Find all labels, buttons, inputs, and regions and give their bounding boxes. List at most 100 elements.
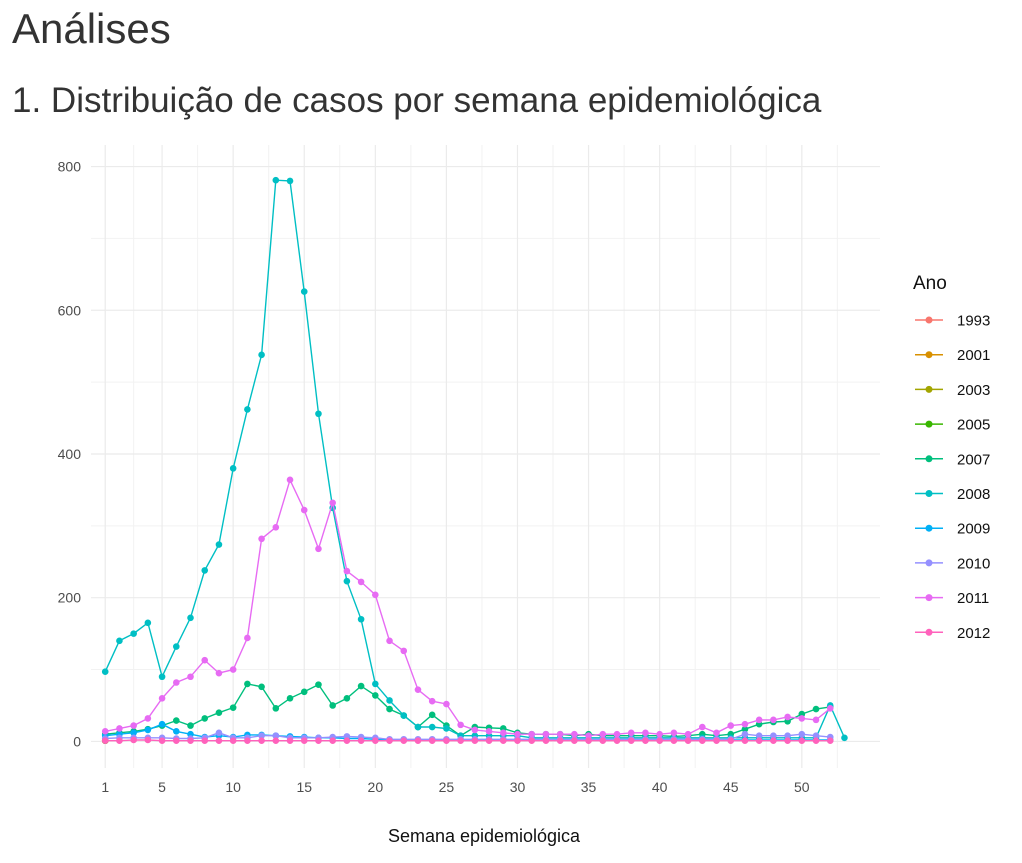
data-point-2007 (329, 702, 336, 709)
data-point-2012 (258, 737, 265, 744)
series-line-2011 (105, 477, 831, 737)
data-point-2008 (215, 541, 223, 548)
data-point-2007 (343, 694, 351, 702)
data-point-2011 (571, 730, 578, 738)
legend-label: 2008 (957, 486, 990, 503)
data-point-2011 (755, 716, 763, 724)
data-point-2011 (201, 656, 209, 664)
data-point-2011 (556, 730, 564, 738)
data-point-2011 (698, 723, 706, 731)
data-point-2011 (528, 730, 536, 738)
data-point-2010 (272, 732, 280, 739)
data-point-2011 (798, 715, 806, 722)
data-point-2012 (627, 737, 635, 744)
series-2008 (101, 176, 848, 742)
x-tick-label: 20 (368, 779, 384, 795)
data-point-2011 (130, 722, 137, 729)
data-point-2011 (329, 499, 336, 507)
data-point-2008 (158, 673, 166, 681)
data-point-2008 (315, 410, 322, 418)
y-tick-label: 600 (58, 302, 82, 318)
data-point-2007 (172, 717, 180, 724)
data-point-2008 (372, 680, 379, 688)
data-point-2012 (471, 737, 479, 744)
data-point-2012 (144, 736, 152, 744)
data-point-2011 (215, 669, 223, 677)
data-point-2011 (428, 697, 436, 705)
data-point-2012 (599, 737, 607, 744)
data-point-2010 (812, 732, 820, 739)
data-point-2012 (514, 737, 521, 744)
data-point-2012 (727, 737, 735, 744)
section-title: 1. Distribuição de casos por semana epid… (12, 81, 822, 120)
data-point-2011 (116, 725, 123, 732)
legend-label: 2001 (957, 347, 990, 364)
series-2011 (101, 476, 834, 739)
series-2012 (101, 736, 834, 744)
data-point-2011 (656, 730, 663, 738)
y-tick-label: 400 (58, 446, 82, 462)
series-line-2012 (105, 739, 831, 742)
legend-key-point (925, 316, 933, 324)
data-point-2007 (300, 688, 308, 696)
x-tick-label: 5 (158, 779, 166, 795)
data-point-2012 (670, 737, 678, 744)
data-point-2012 (656, 737, 663, 744)
legend-key-point (925, 351, 933, 359)
legend-item-2003: 2003 (915, 382, 990, 399)
data-point-2007 (372, 692, 379, 699)
legend-label: 2007 (957, 451, 990, 468)
data-point-2012 (215, 737, 223, 744)
legend: Ano 1993 2001 2003 2005 2007 2008 2009 2010 2011… (913, 273, 990, 642)
data-point-2012 (400, 737, 408, 744)
legend-label: 2005 (957, 417, 990, 434)
data-point-2012 (826, 737, 834, 744)
data-point-2012 (713, 737, 720, 744)
data-point-2012 (698, 737, 706, 744)
data-point-2012 (485, 737, 493, 744)
x-tick-label: 10 (225, 779, 241, 795)
data-point-2011 (286, 476, 294, 484)
data-point-2012 (784, 737, 791, 744)
data-point-2007 (272, 705, 280, 712)
data-point-2007 (229, 704, 237, 711)
x-tick-label: 45 (723, 779, 739, 795)
data-point-2011 (741, 720, 749, 728)
data-point-2007 (357, 682, 365, 690)
legend-item-2009: 2009 (915, 521, 990, 538)
data-point-2007 (187, 722, 194, 729)
x-tick-label: 50 (794, 779, 810, 795)
data-point-2012 (812, 737, 820, 744)
data-point-2007 (741, 725, 749, 733)
data-point-2008 (343, 577, 351, 585)
data-point-2012 (244, 737, 251, 744)
data-point-2011 (144, 715, 152, 722)
data-point-2008 (400, 712, 408, 719)
data-point-2011 (400, 647, 408, 655)
data-point-2008 (300, 288, 308, 295)
data-point-2012 (130, 736, 137, 744)
x-axis-title: Semana epidemiológica (388, 826, 581, 846)
y-tick-label: 200 (58, 590, 82, 606)
data-point-2012 (684, 737, 692, 744)
legend-key-point (925, 385, 933, 393)
y-tick-label: 800 (58, 159, 82, 175)
data-point-2008 (187, 614, 194, 622)
data-point-2011 (599, 730, 607, 738)
legend-key-point (925, 455, 933, 463)
data-point-2011 (315, 545, 322, 553)
data-point-2012 (414, 737, 422, 744)
data-point-2010 (258, 732, 265, 739)
data-point-2011 (542, 730, 550, 738)
data-point-2008 (443, 725, 450, 732)
data-point-2012 (755, 737, 763, 744)
data-point-2008 (414, 723, 422, 731)
data-point-2007 (258, 683, 265, 691)
data-point-2010 (784, 732, 791, 739)
data-point-2011 (784, 713, 791, 721)
x-tick-label: 35 (581, 779, 597, 795)
data-point-2008 (244, 406, 251, 413)
data-point-2012 (798, 737, 806, 744)
data-point-2011 (343, 567, 351, 575)
